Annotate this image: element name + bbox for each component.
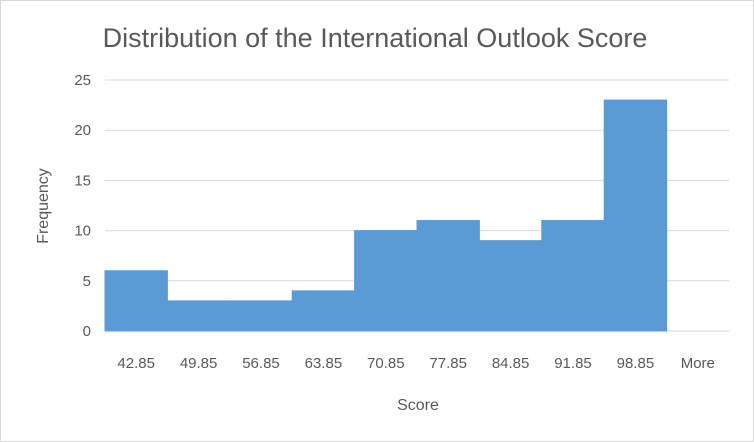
y-tick-label: 25 bbox=[74, 72, 91, 89]
x-tick-label: More bbox=[681, 355, 715, 372]
x-tick-label: 42.85 bbox=[117, 355, 155, 372]
x-axis-title: Score bbox=[397, 397, 439, 414]
y-tick-label: 15 bbox=[74, 172, 91, 189]
bar-63-85 bbox=[291, 290, 356, 332]
bar-77-85 bbox=[416, 220, 480, 332]
y-axis-title: Frequency bbox=[35, 168, 52, 244]
y-tick-label: 5 bbox=[83, 273, 91, 290]
x-tick-label: 70.85 bbox=[367, 355, 405, 372]
bar-98-85 bbox=[603, 99, 668, 332]
bar-91-85 bbox=[541, 220, 605, 332]
bar-84-85 bbox=[478, 240, 543, 332]
y-tick-label: 10 bbox=[74, 223, 91, 240]
bar-42-85 bbox=[104, 270, 168, 332]
x-tick-label: 84.85 bbox=[492, 355, 530, 372]
bar-56-85 bbox=[229, 300, 293, 332]
x-tick-label: 49.85 bbox=[180, 355, 218, 372]
x-tick-label: 56.85 bbox=[242, 355, 280, 372]
bar-49-85 bbox=[166, 300, 231, 332]
x-tick-label: 91.85 bbox=[554, 355, 592, 372]
y-axis-ticks: 0 5 10 15 20 25 bbox=[74, 72, 91, 340]
bars bbox=[104, 99, 668, 332]
x-tick-label: 98.85 bbox=[617, 355, 655, 372]
chart-title: Distribution of the International Outloo… bbox=[103, 23, 648, 53]
y-tick-label: 20 bbox=[74, 122, 91, 139]
x-axis-ticks: 42.85 49.85 56.85 63.85 70.85 77.85 84.85 91.85… bbox=[117, 355, 714, 372]
y-tick-label: 0 bbox=[83, 323, 91, 340]
x-tick-label: 77.85 bbox=[429, 355, 467, 372]
bar-70-85 bbox=[354, 230, 418, 332]
x-tick-label: 63.85 bbox=[305, 355, 343, 372]
